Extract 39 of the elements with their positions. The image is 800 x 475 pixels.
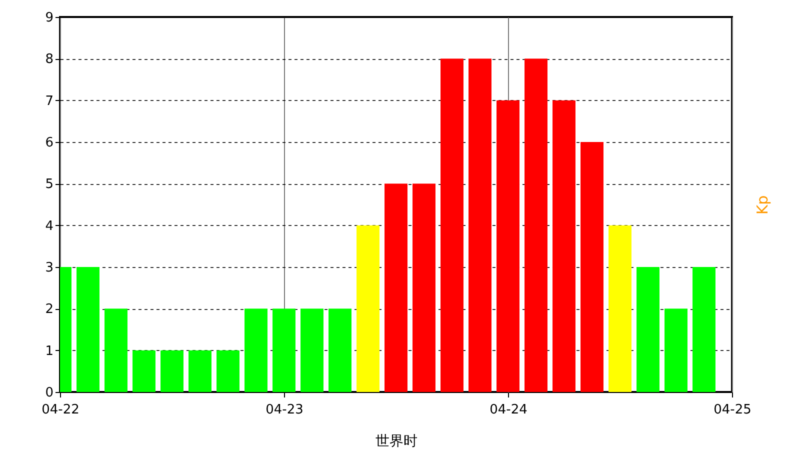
bar: [692, 267, 716, 392]
bar: [272, 308, 296, 392]
bar: [384, 184, 408, 392]
y-tick-label: 3: [45, 260, 54, 276]
bar: [356, 225, 380, 392]
bar: [636, 267, 660, 392]
y-axis-title: Kp: [754, 195, 772, 215]
bar: [188, 350, 212, 392]
x-tick-label: 04-25: [714, 402, 752, 418]
bar: [412, 184, 436, 392]
x-tick-label: 04-22: [42, 402, 80, 418]
bar: [468, 58, 492, 392]
bar: [132, 350, 156, 392]
bar: [496, 100, 520, 392]
bar: [608, 225, 632, 392]
x-tick-label: 04-24: [490, 402, 528, 418]
bar: [76, 267, 100, 392]
bar: [580, 142, 604, 392]
y-tick-label: 7: [45, 94, 54, 109]
bar: [104, 308, 128, 392]
y-tick-label: 5: [45, 177, 54, 192]
x-axis-title: 世界时: [376, 434, 418, 450]
bar: [300, 308, 324, 392]
y-tick-label: 1: [45, 344, 54, 359]
bar: [664, 308, 688, 392]
x-tick-label: 04-23: [266, 402, 304, 418]
bar: [244, 308, 268, 392]
y-tick-label: 8: [45, 52, 54, 68]
bar: [328, 308, 352, 392]
y-tick-label: 2: [45, 302, 54, 318]
bar: [216, 350, 240, 392]
y-tick-label: 6: [45, 136, 54, 150]
bar: [440, 58, 464, 392]
bar: [552, 100, 576, 392]
y-tick-label: 0: [45, 386, 54, 400]
bar: [160, 350, 184, 392]
y-tick-label: 4: [45, 218, 54, 234]
y-tick-label: 9: [45, 10, 54, 26]
bar: [524, 58, 548, 392]
